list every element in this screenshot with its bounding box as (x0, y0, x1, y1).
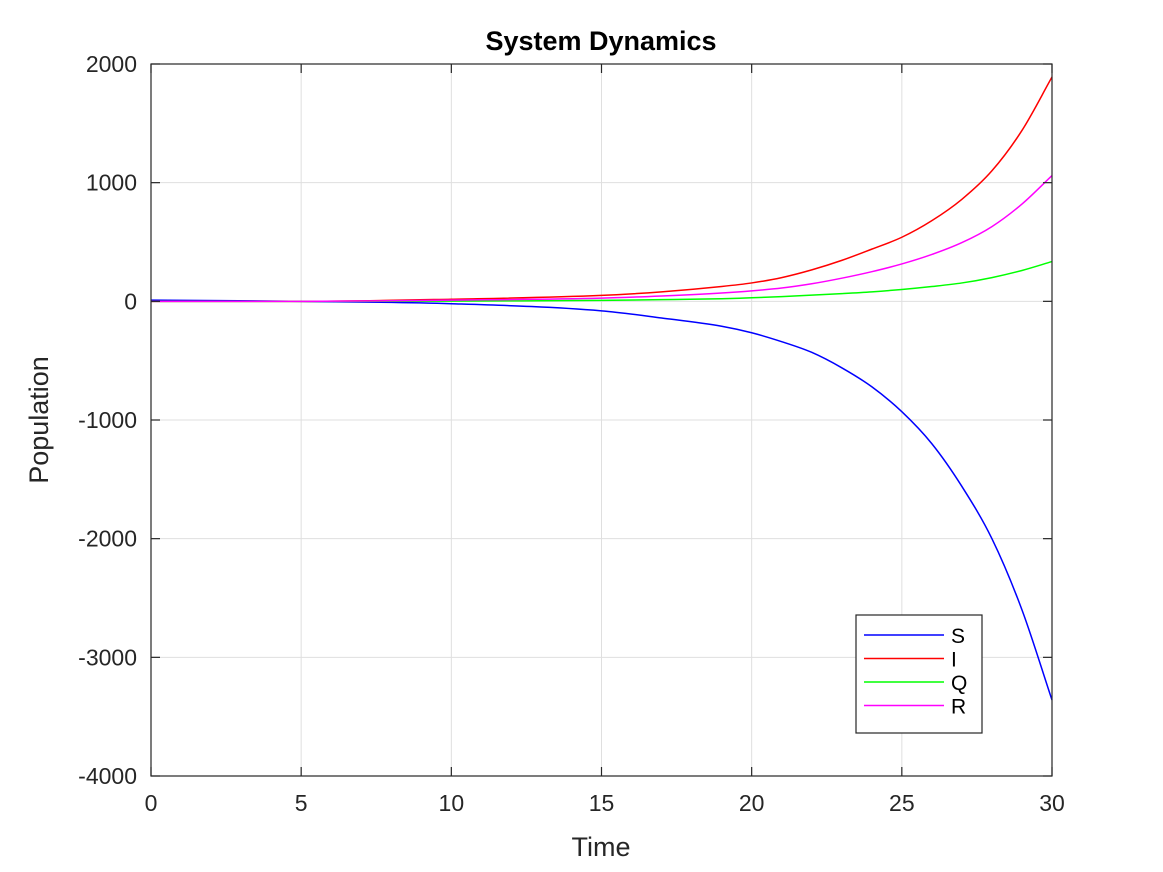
y-tick-label: -1000 (78, 407, 137, 433)
y-tick-labels: -4000 -3000 -2000 -1000 0 1000 2000 (78, 51, 137, 789)
chart-title: System Dynamics (485, 26, 716, 56)
x-axis-title: Time (572, 832, 631, 862)
x-tick-label: 0 (145, 790, 158, 816)
y-tick-label: -3000 (78, 644, 137, 670)
y-tick-label: -4000 (78, 763, 137, 789)
x-tick-label: 25 (889, 790, 915, 816)
series-line-r (150, 175, 1053, 303)
x-tick-labels: 0 5 10 15 20 25 30 (145, 790, 1065, 816)
series-line-q (150, 260, 1053, 303)
legend-label-r: R (951, 696, 966, 719)
tick-marks (150, 63, 1053, 777)
x-tick-label: 10 (439, 790, 465, 816)
x-tick-label: 15 (589, 790, 615, 816)
y-axis-title: Population (24, 356, 54, 484)
legend-label-s: S (951, 625, 965, 648)
y-tick-label: -2000 (78, 526, 137, 552)
legend-label-i: I (951, 649, 957, 672)
y-tick-label: 1000 (86, 170, 137, 196)
x-tick-label: 20 (739, 790, 765, 816)
x-tick-label: 30 (1039, 790, 1065, 816)
y-tick-label: 0 (124, 288, 137, 314)
series-lines (150, 76, 1053, 701)
legend-label-q: Q (951, 672, 967, 695)
series-line-i (150, 76, 1053, 303)
y-tick-label: 2000 (86, 51, 137, 77)
series-line-s (150, 299, 1053, 701)
x-tick-label: 5 (295, 790, 308, 816)
